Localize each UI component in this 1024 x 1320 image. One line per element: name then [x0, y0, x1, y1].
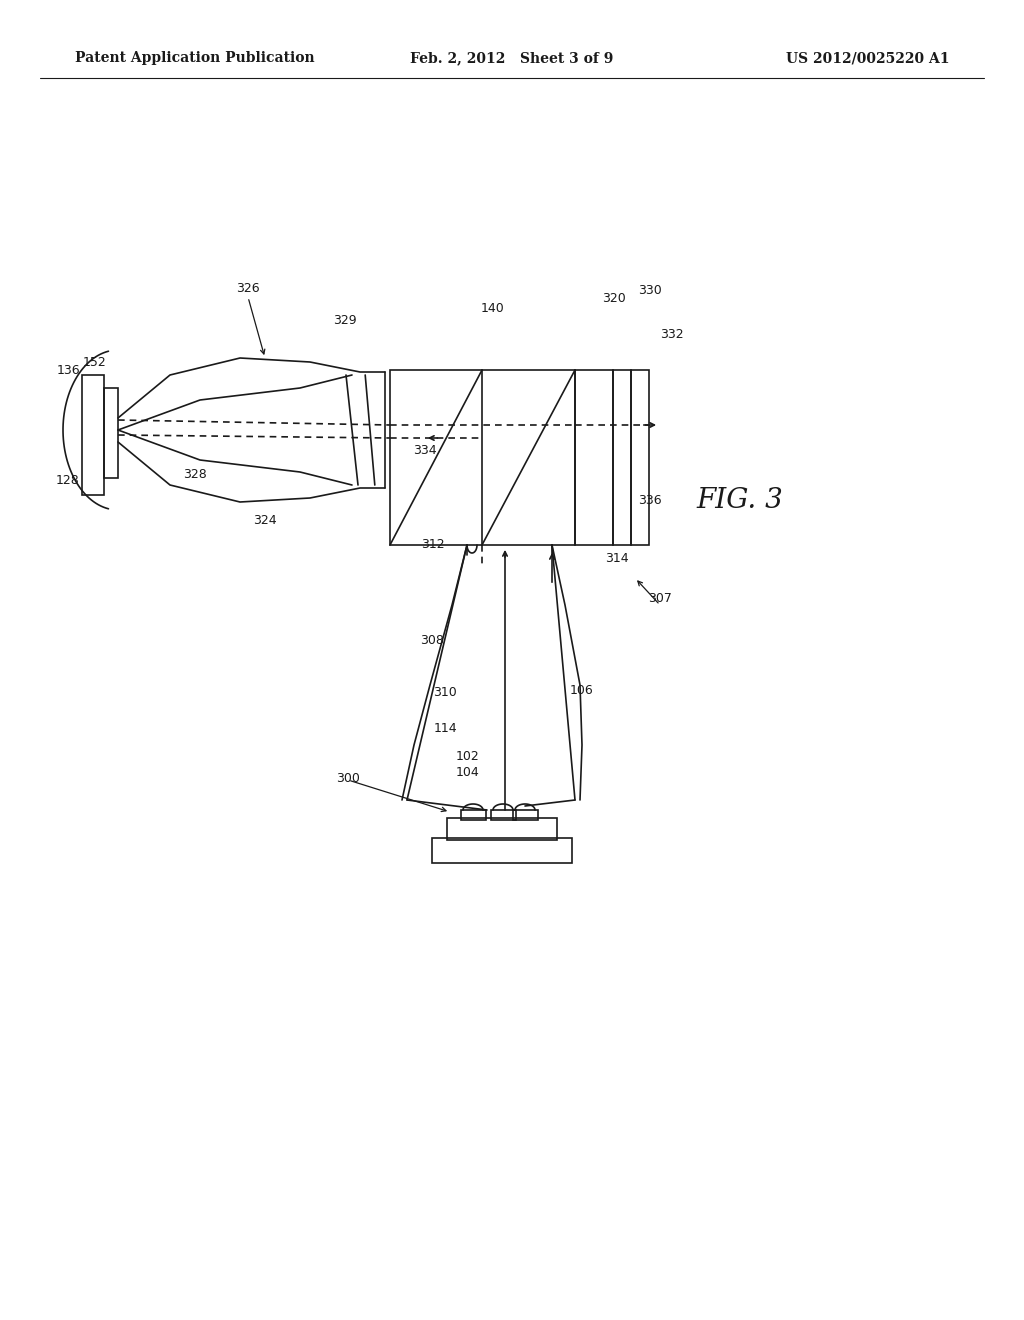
- Text: 307: 307: [648, 591, 672, 605]
- Bar: [104, 388, 118, 478]
- Text: 104: 104: [456, 766, 480, 779]
- Text: 152: 152: [83, 355, 106, 368]
- Text: 314: 314: [605, 552, 629, 565]
- Text: 328: 328: [183, 467, 207, 480]
- Text: 320: 320: [602, 292, 626, 305]
- Text: 324: 324: [253, 513, 276, 527]
- Text: US 2012/0025220 A1: US 2012/0025220 A1: [786, 51, 950, 65]
- Text: 326: 326: [237, 281, 260, 294]
- Bar: [513, 810, 538, 820]
- Text: Patent Application Publication: Patent Application Publication: [75, 51, 314, 65]
- Text: 300: 300: [336, 771, 360, 784]
- Text: 102: 102: [456, 751, 480, 763]
- Bar: [432, 838, 572, 863]
- Text: 334: 334: [414, 444, 437, 457]
- Text: 140: 140: [481, 301, 505, 314]
- Text: 310: 310: [433, 685, 457, 698]
- Bar: [575, 370, 613, 545]
- Text: 332: 332: [660, 327, 684, 341]
- Text: 136: 136: [56, 363, 80, 376]
- Text: 128: 128: [56, 474, 80, 487]
- Bar: [390, 370, 575, 545]
- Text: 308: 308: [420, 634, 444, 647]
- Text: FIG. 3: FIG. 3: [696, 487, 783, 513]
- Bar: [82, 375, 104, 495]
- Text: 312: 312: [421, 539, 444, 552]
- Text: Feb. 2, 2012   Sheet 3 of 9: Feb. 2, 2012 Sheet 3 of 9: [411, 51, 613, 65]
- Text: 114: 114: [433, 722, 457, 734]
- Bar: [447, 818, 557, 840]
- Bar: [461, 810, 486, 820]
- Bar: [631, 370, 649, 545]
- Text: 336: 336: [638, 494, 662, 507]
- Text: 106: 106: [570, 684, 594, 697]
- Bar: [613, 370, 631, 545]
- Text: 329: 329: [333, 314, 356, 326]
- Bar: [490, 810, 516, 820]
- Text: 330: 330: [638, 284, 662, 297]
